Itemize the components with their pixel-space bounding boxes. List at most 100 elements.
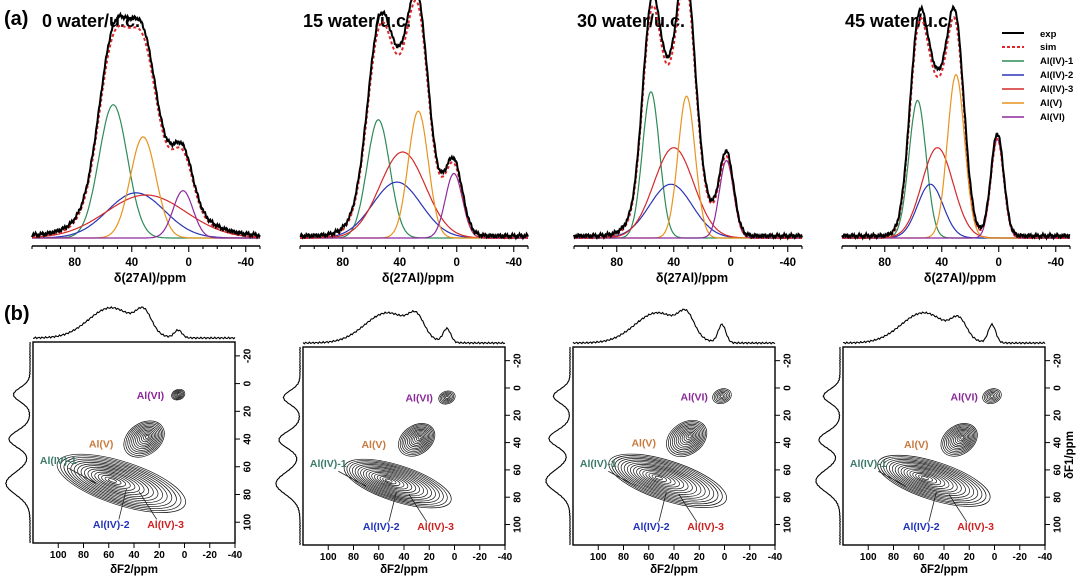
b-ytick-label-2-3: 40 [783,437,794,449]
b-leader-iv3-0 [138,491,158,520]
contour-al-iv-1-6 [360,466,428,498]
sim-curve-2 [574,0,802,239]
contour-al-iv-1-13 [379,476,401,486]
contour-al-vi-0-5 [176,393,180,396]
exp-curve-0 [31,11,261,240]
contour-al-v-0-2 [127,423,162,455]
b-xtick-label-3-3: 40 [938,552,950,563]
b-xtick-label-0-5: 0 [182,550,188,561]
b-ytick-label-3-3: 40 [1053,437,1064,449]
b-top-projection-3 [842,311,1046,345]
contour-al-iv-3-5 [891,461,970,498]
contour-al-iv-2-15 [654,475,663,480]
b-ytick-label-3-6: 100 [1053,516,1064,533]
component-alvi-1 [300,172,528,239]
contour-al-v-3-0 [940,423,978,457]
b-peak-label-0-1: Al(V) [89,438,114,450]
contour-al-v-2-1 [668,421,706,456]
contour-al-iv-3-9 [903,467,954,491]
contour-al-iv-3-2 [883,457,983,504]
contour-al-v-2-4 [673,425,702,451]
contour-al-vi-1-3 [442,393,452,402]
contour-al-v-3-2 [944,425,976,454]
b-xtick-label-3-6: -20 [1013,552,1028,563]
a-tick-label-1-2: 0 [454,257,460,269]
contour-al-v-2-0 [666,419,708,458]
contour-al-iv-2-6 [626,462,702,497]
contour-al-v-0-9 [141,432,152,443]
contour-al-vi-0-2 [173,390,183,399]
a-tick-label-0-2: 0 [186,257,192,269]
component-alvi-3 [842,138,1070,239]
contour-al-v-3-5 [949,428,972,449]
component-aliv-2-1 [300,181,528,239]
contour-al-v-1-1 [399,424,434,456]
b-xtick-label-3-2: 60 [913,552,925,563]
contour-al-iv-1-15 [385,478,393,483]
contour-al-vi-3-2 [985,390,999,402]
contour-al-iv-2-11 [642,469,680,488]
contour-al-vi-0-3 [174,391,182,398]
contour-al-v-1-7 [410,431,427,446]
b-frame-3 [842,346,1046,546]
b-left-projection-3 [815,346,841,546]
contour-al-v-3-10 [958,434,966,442]
contour-al-v-1-6 [408,430,428,448]
contour-al-v-1-11 [417,436,422,440]
contour-al-vi-1-2 [441,392,453,403]
contour-al-iv-1-1 [346,460,448,507]
contour-al-iv-2-4 [620,459,710,501]
b-peak-label-2-0: Al(VI) [680,391,707,403]
exp-curve-3 [841,4,1071,241]
contour-al-iv-3-4 [889,460,975,500]
contour-al-v-2-3 [671,423,703,452]
contour-al-v-2-10 [685,433,694,440]
b-ytick-label-3-5: 80 [1053,491,1064,503]
contour-al-iv-2-12 [645,471,676,486]
b-ytick-label-3-4: 60 [1053,464,1064,476]
component-alv-0 [32,136,260,239]
b-peak-label-1-3: Al(IV)-2 [363,521,400,533]
b-xtick-label-1-3: 40 [398,552,410,563]
b-xtick-label-2-6: -20 [743,552,758,563]
b-peak-label-3-4: Al(IV)-3 [957,521,994,533]
b-xtick-label-3-5: 0 [992,552,998,563]
b-ytick-label-1-6: 100 [513,516,524,533]
contour-al-v-0-3 [129,424,161,453]
b-peak-label-2-3: Al(IV)-2 [633,521,670,533]
contour-al-iv-3-6 [894,463,966,496]
legend-label-al-iv-3: Al(IV)-3 [1040,84,1073,95]
contour-al-v-1-8 [412,432,426,445]
contour-al-iv-1-3 [352,462,440,504]
contour-al-iv-1-2 [349,461,444,505]
contour-al-v-2-11 [687,434,692,439]
contour-al-iv-3-1 [880,456,987,505]
contour-al-iv-1-7 [363,468,424,497]
contour-al-vi-0-0 [171,388,186,401]
contour-al-v-2-7 [679,429,698,446]
contour-al-v-3-11 [960,436,965,440]
contour-al-iv-0-15 [108,478,117,483]
b-xtick-label-1-7: -40 [498,552,513,563]
contour-al-vi-0-1 [172,389,185,400]
panel-b-xlabel-0: δF2/ppm [110,564,158,576]
component-aliv-1-2 [574,91,802,239]
contour-al-vi-2-5 [720,394,724,398]
legend: exp sim Al(IV)-1 Al(IV)-2 Al(IV)-3 Al(V)… [1002,29,1074,123]
contour-al-iv-1-8 [365,469,421,495]
panel-b-ylabel: δF1/ppm [1064,431,1076,479]
contour-al-iv-2-5 [623,461,706,499]
contour-al-vi-3-0 [982,388,1002,405]
panel-a-xlabel-30: δ(27Al)/ppm [656,271,728,285]
contour-al-iv-0-7 [80,465,154,499]
contour-al-iv-1-5 [357,465,432,500]
contour-al-v-3-4 [947,427,973,451]
b-leader-iv1-0 [68,467,97,484]
contour-al-iv-0-14 [104,476,122,485]
b-leader-iv2-2 [658,491,667,522]
contour-al-v-2-6 [677,427,699,447]
a-tick-label-0-0: 80 [68,257,81,269]
contour-al-vi-1-1 [439,391,455,404]
b-left-projection-2 [545,346,571,546]
contour-al-vi-1-4 [443,394,451,401]
